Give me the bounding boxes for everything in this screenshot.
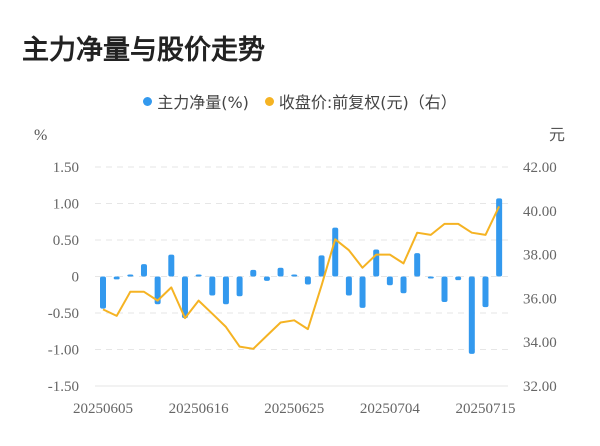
right-axis-tick: 34.00 [523,335,557,351]
net-volume-bar[interactable] [277,267,284,277]
net-volume-bar[interactable] [318,255,325,277]
x-axis-tick: 20250715 [455,401,515,417]
net-volume-bar[interactable] [236,276,243,297]
right-axis-tick: 32.00 [523,379,557,395]
legend-label: 主力净量(%) [157,93,249,112]
net-volume-bar[interactable] [414,253,421,277]
legend-item-close-price[interactable]: 收盘价:前复权(元)（右） [264,89,457,113]
net-volume-bar[interactable] [345,276,352,296]
left-axis-tick: -1.50 [48,379,79,395]
right-axis-tick: 42.00 [523,160,557,176]
net-volume-bar[interactable] [400,276,407,294]
net-volume-bar[interactable] [263,276,270,281]
right-axis-tick: 36.00 [523,291,557,307]
net-volume-bar[interactable] [250,269,257,277]
close-price-line[interactable] [102,205,501,350]
net-volume-bar[interactable] [468,276,475,354]
net-volume-bar[interactable] [222,276,229,305]
left-axis-tick: 1.00 [53,197,79,213]
net-volume-bar[interactable] [496,198,503,277]
net-volume-bar[interactable] [140,264,147,277]
net-volume-bar[interactable] [441,276,448,303]
net-volume-bar[interactable] [359,276,366,308]
net-volume-bar[interactable] [209,276,216,296]
left-axis-tick: 0 [72,270,80,286]
net-volume-bar[interactable] [373,249,380,277]
right-axis-tick: 38.00 [523,248,557,264]
legend-label: 收盘价:前复权(元)（右） [278,93,457,112]
x-axis-tick: 20250616 [169,401,230,417]
legend-item-net-volume[interactable]: 主力净量(%) [143,89,249,113]
left-axis-tick: 1.50 [53,160,79,176]
right-axis-tick: 40.00 [523,204,557,220]
left-axis-unit: % [34,127,47,144]
net-volume-bar[interactable] [304,276,311,285]
net-volume-bar[interactable] [195,274,202,277]
net-volume-bar[interactable] [127,274,134,277]
left-axis-tick: -0.50 [48,306,79,322]
net-volume-bar[interactable] [482,276,489,308]
net-volume-bar[interactable] [386,276,393,286]
net-volume-bar[interactable] [455,276,462,281]
legend: 主力净量(%) 收盘价:前复权(元)（右） [0,89,600,113]
left-axis-tick: 0.50 [53,233,79,249]
x-axis-tick: 20250605 [73,401,133,417]
net-volume-bar[interactable] [181,276,188,319]
net-volume-bar[interactable] [168,254,175,277]
net-volume-bar[interactable] [154,276,161,305]
chart-title: 主力净量与股价走势 [22,35,265,66]
net-volume-bar[interactable] [100,276,106,309]
left-axis-tick: -1.00 [48,343,79,359]
net-volume-bar[interactable] [291,274,298,277]
legend-dot-blue-icon [143,96,153,106]
x-axis-tick: 20250704 [360,401,421,417]
net-volume-bar[interactable] [113,276,120,280]
x-axis-tick: 20250625 [264,401,324,417]
net-volume-bar[interactable] [427,276,434,279]
legend-dot-orange-icon [264,96,274,106]
right-axis-unit: 元 [549,125,565,144]
net-volume-bar[interactable] [332,227,339,277]
